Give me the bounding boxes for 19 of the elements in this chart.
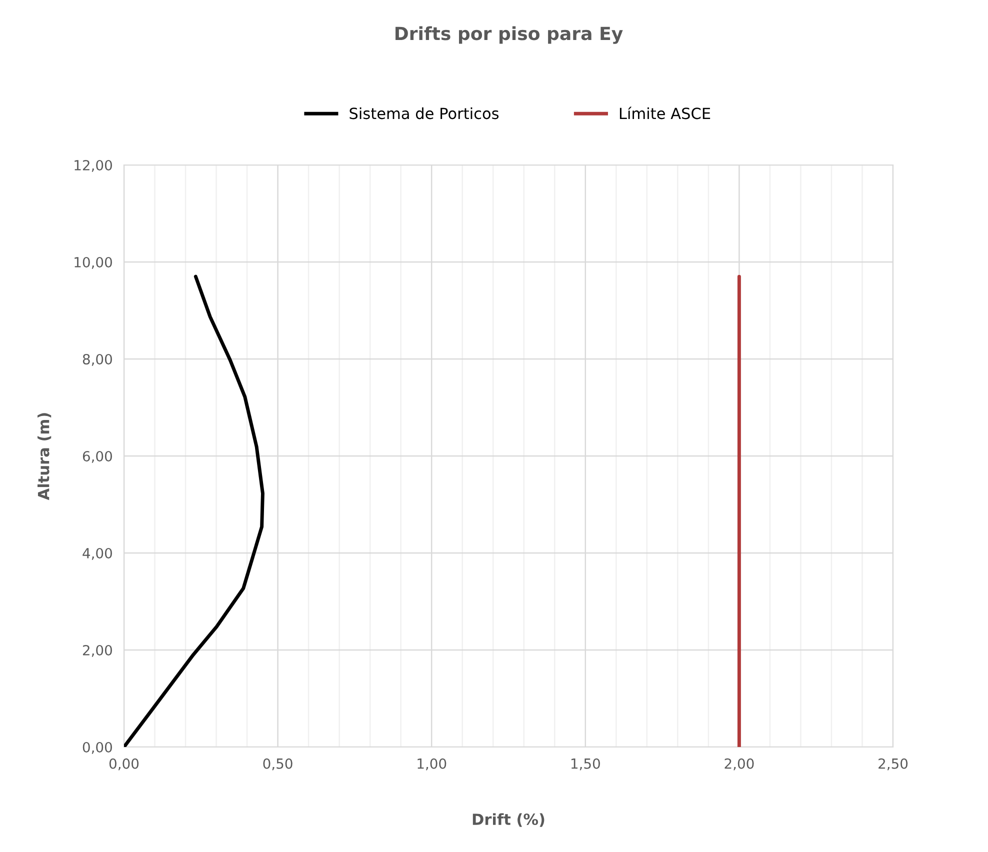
- y-tick-label: 0,00: [82, 742, 112, 754]
- x-tick-label: 2,50: [878, 758, 908, 770]
- y-tick-label: 4,00: [82, 548, 112, 560]
- y-tick-label: 12,00: [74, 160, 112, 172]
- y-tick-label: 10,00: [74, 256, 112, 269]
- x-tick-label: 1,50: [571, 758, 600, 770]
- y-tick-label: 2,00: [82, 644, 112, 657]
- x-tick-label: 2,00: [724, 758, 754, 770]
- y-tick-label: 6,00: [82, 450, 112, 463]
- legend-label: Límite ASCE: [620, 106, 710, 120]
- y-axis-title: Altura (m): [38, 413, 52, 500]
- x-tick-label: 0,50: [263, 758, 292, 770]
- chart-title: Drifts por piso para Ey: [396, 26, 623, 44]
- x-tick-label: 0,00: [109, 758, 139, 770]
- y-tick-label: 8,00: [82, 354, 112, 366]
- x-axis-title: Drift (%): [472, 813, 544, 827]
- legend-label: Sistema de Porticos: [350, 107, 499, 120]
- line-series: [124, 274, 264, 747]
- x-tick-label: 1,00: [418, 758, 446, 770]
